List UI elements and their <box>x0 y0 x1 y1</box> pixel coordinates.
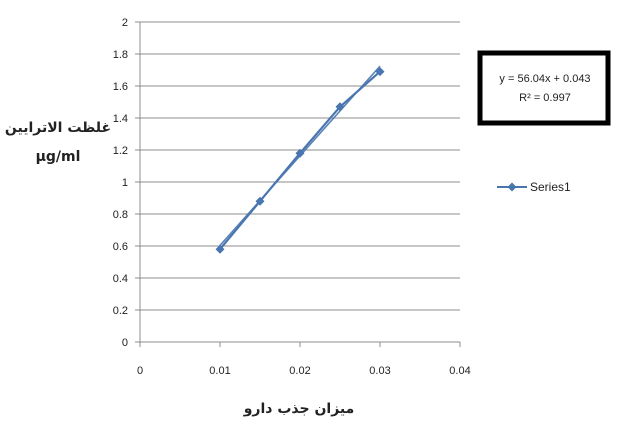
x-tick-label: 0.03 <box>369 365 390 377</box>
y-tick-label: 1.6 <box>113 81 128 93</box>
trendline-equation-box: y = 56.04x + 0.043 R² = 0.997 <box>477 50 611 126</box>
legend-series1-label: Series1 <box>530 180 571 194</box>
legend: Series1 <box>497 180 571 194</box>
x-tick-label: 0.02 <box>289 365 310 377</box>
y-tick-label: 0 <box>122 337 128 349</box>
y-tick-label: 2 <box>122 17 128 29</box>
x-tick-labels: 0 0.01 0.02 0.03 0.04 <box>137 365 471 377</box>
x-tick-label: 0 <box>137 365 143 377</box>
gridlines <box>140 21 460 311</box>
series1-point <box>295 148 305 158</box>
axes <box>135 21 461 347</box>
y-axis-label: غلظت الاترایین <box>5 120 111 136</box>
x-axis-label: میزان جذب دارو <box>243 401 355 417</box>
y-tick-label: 0.2 <box>113 305 128 317</box>
trendline-equation: y = 56.04x + 0.043 <box>499 73 590 85</box>
series1-point <box>335 102 345 112</box>
y-tick-label: 0.4 <box>113 273 128 285</box>
series1-point <box>215 244 225 254</box>
x-tick-label: 0.04 <box>449 365 470 377</box>
plot-area <box>215 65 385 254</box>
y-tick-label: 1 <box>122 177 128 189</box>
trendline-r-squared: R² = 0.997 <box>519 92 571 104</box>
series1-point <box>375 67 385 77</box>
y-tick-label: 0.6 <box>113 241 128 253</box>
series1-line-segment <box>298 105 342 155</box>
legend-series1-marker <box>507 182 517 192</box>
series1-point <box>255 196 265 206</box>
x-tick-label: 0.01 <box>209 365 230 377</box>
y-tick-label: 1.4 <box>113 113 128 125</box>
y-tick-labels: 0 0.2 0.4 0.6 0.8 1 1.2 1.4 1.6 1.8 2 <box>113 17 128 349</box>
y-axis-unit: µg/ml <box>36 149 81 165</box>
y-tick-label: 1.8 <box>113 49 128 61</box>
y-tick-label: 1.2 <box>113 145 128 157</box>
y-tick-label: 0.8 <box>113 209 128 221</box>
